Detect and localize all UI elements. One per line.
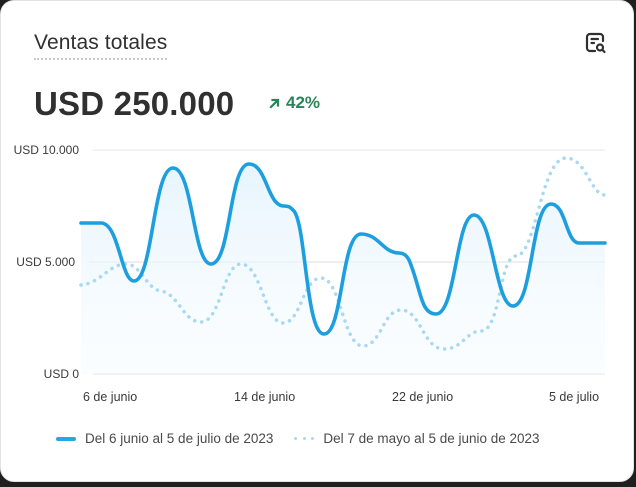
legend-item-current[interactable]: Del 6 junio al 5 de julio de 2023 xyxy=(56,431,273,446)
trend-percent: 42% xyxy=(286,93,321,112)
previous-series-line[interactable] xyxy=(79,156,607,351)
chart-legend: Del 6 junio al 5 de julio de 2023 Del 7 … xyxy=(56,431,561,446)
arrow-up-right-icon xyxy=(269,98,280,109)
report-search-icon[interactable] xyxy=(583,30,609,56)
card-title[interactable]: Ventas totales xyxy=(34,31,168,60)
y-tick-5000: USD 5.000 xyxy=(16,255,75,269)
x-tick-14-junio: 14 de junio xyxy=(234,390,296,404)
trend-badge: 42% xyxy=(269,93,320,113)
legend-item-previous[interactable]: Del 7 de mayo al 5 de junio de 2023 xyxy=(294,431,540,446)
x-tick-6-junio: 6 de junio xyxy=(83,390,138,404)
y-tick-0: USD 0 xyxy=(43,367,79,381)
current-series-line[interactable] xyxy=(79,162,607,336)
legend-label-previous: Del 7 de mayo al 5 de junio de 2023 xyxy=(323,431,540,446)
y-tick-10000: USD 10.000 xyxy=(13,143,79,157)
total-sales-value: USD 250.000 xyxy=(34,85,235,122)
dotted-line-swatch-icon xyxy=(294,437,315,441)
solid-line-swatch-icon xyxy=(56,436,76,441)
x-tick-5-julio: 5 de julio xyxy=(549,390,600,404)
x-tick-22-junio: 22 de junio xyxy=(392,390,454,404)
legend-label-current: Del 6 junio al 5 de julio de 2023 xyxy=(85,431,274,446)
